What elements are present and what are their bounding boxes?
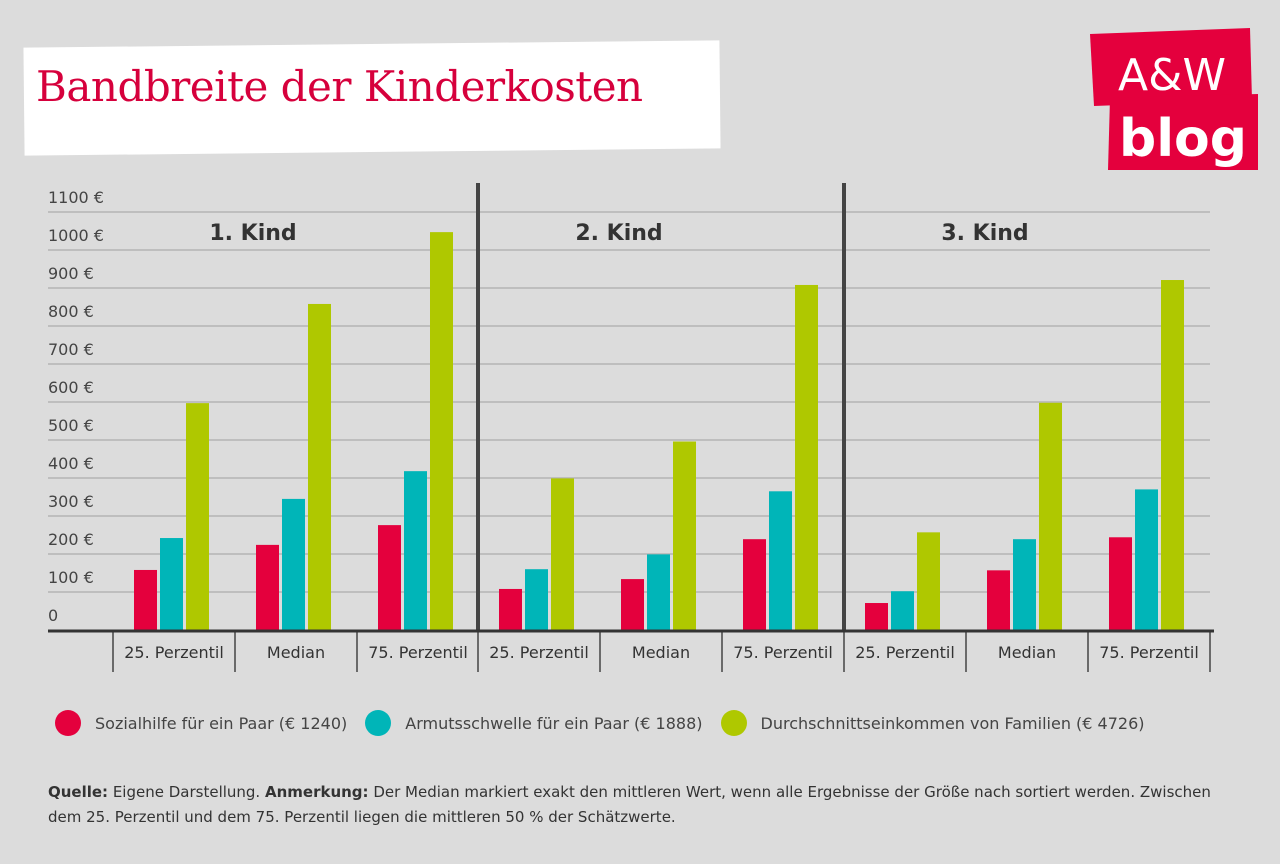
bar (525, 569, 548, 630)
legend-item-armutsschwelle: Armutsschwelle für ein Paar (€ 1888) (365, 710, 703, 736)
bar (308, 303, 331, 630)
category-label: 25. Perzentil (855, 643, 955, 662)
y-tick-label: 700 € (48, 340, 94, 359)
bar (404, 471, 427, 630)
bar (551, 478, 574, 630)
category-label: Median (998, 643, 1056, 662)
legend-label: Durchschnittseinkommen von Familien (€ 4… (760, 713, 1145, 733)
chart-title: Bandbreite der Kinderkosten (36, 62, 643, 111)
category-label: 75. Perzentil (1099, 643, 1199, 662)
y-tick-label: 200 € (48, 530, 94, 549)
legend-item-sozialhilfe: Sozialhilfe für ein Paar (€ 1240) (55, 710, 347, 736)
bar-chart: 0 100 € 200 € 300 € 400 € 500 € 600 € 700 € 800 … (48, 183, 1214, 672)
group-label: 1. Kind (209, 221, 296, 246)
y-tick-label: 500 € (48, 416, 94, 435)
bar (1135, 489, 1158, 630)
category-label: Median (632, 643, 690, 662)
legend-dot-teal (365, 710, 392, 736)
y-tick-label: 1000 € (48, 226, 104, 245)
bar (134, 569, 157, 630)
category-label: Median (267, 643, 325, 662)
footnote: Quelle: Eigene Darstellung. Anmerkung: D… (48, 780, 1248, 830)
bar (743, 539, 766, 630)
bar (186, 403, 209, 630)
aw-blog-logo: A&W blog (1090, 28, 1258, 170)
bar (499, 588, 522, 630)
bar (769, 491, 792, 630)
legend-item-durchschnitt: Durchschnittseinkommen von Familien (€ 4… (720, 710, 1145, 736)
y-tick-label: 300 € (48, 492, 94, 511)
bar (378, 525, 401, 630)
source-text: Eigene Darstellung. (108, 783, 265, 801)
bar (256, 544, 279, 630)
category-label: 75. Perzentil (368, 643, 468, 662)
y-tick-label: 600 € (48, 378, 94, 397)
group-label: 3. Kind (941, 221, 1028, 246)
bar (430, 232, 453, 630)
bar (865, 603, 888, 630)
category-label: 25. Perzentil (124, 643, 224, 662)
bar (917, 532, 940, 630)
category-label: 75. Perzentil (733, 643, 833, 662)
bar (282, 498, 305, 630)
logo-line1: A&W (1118, 50, 1226, 101)
y-tick-label: 100 € (48, 568, 94, 587)
source-label: Quelle: (48, 783, 109, 801)
bar (160, 538, 183, 630)
y-tick-label: 0 (48, 606, 58, 625)
bar (891, 591, 914, 630)
legend-dot-green (720, 710, 747, 736)
bar (987, 570, 1010, 630)
y-tick-label: 800 € (48, 302, 94, 321)
bar (1039, 402, 1062, 630)
remark-label: Anmerkung: (264, 783, 369, 801)
bar (1109, 537, 1132, 630)
bar (647, 554, 670, 630)
legend-label: Armutsschwelle für ein Paar (€ 1888) (405, 713, 703, 733)
bar (621, 579, 644, 630)
legend: Sozialhilfe für ein Paar (€ 1240) Armuts… (55, 710, 1163, 736)
bar (1161, 280, 1184, 630)
bar (673, 441, 696, 630)
legend-label: Sozialhilfe für ein Paar (€ 1240) (95, 713, 348, 733)
remark-text: Der Median markiert exakt den mittleren … (48, 783, 1211, 826)
legend-dot-red (55, 710, 81, 736)
y-tick-label: 900 € (48, 264, 94, 283)
category-label: 25. Perzentil (489, 643, 589, 662)
bar (1013, 539, 1036, 630)
y-tick-label: 1100 € (48, 188, 104, 207)
y-tick-label: 400 € (48, 454, 94, 473)
group-label: 2. Kind (575, 221, 662, 246)
bar (795, 284, 818, 630)
logo-line2: blog (1119, 109, 1247, 169)
